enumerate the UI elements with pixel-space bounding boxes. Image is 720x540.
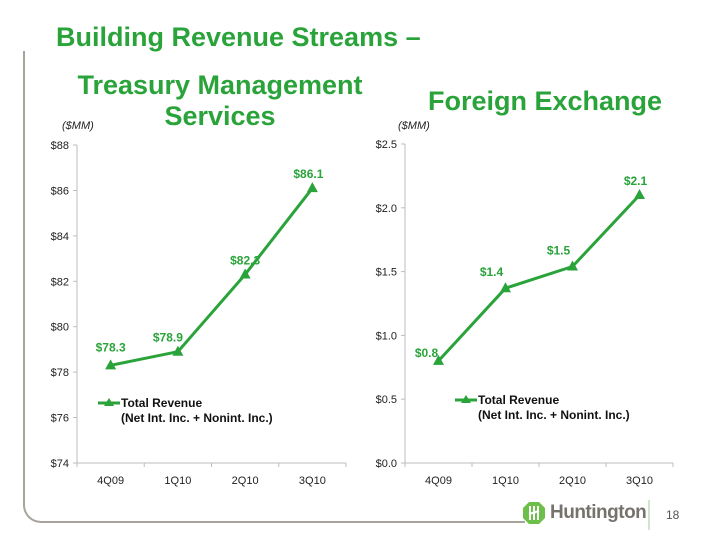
treasury-y-tick-label: $74 [51, 458, 69, 470]
slide-title: Building Revenue Streams – [56, 22, 421, 52]
fx-x-tick-label: 4Q09 [425, 475, 452, 487]
treasury-y-tick-label: $88 [51, 140, 69, 152]
brand-name: Huntington [550, 502, 647, 523]
fx-legend-sublabel: (Net Int. Inc. + Nonint. Inc.) [478, 408, 630, 422]
treasury-legend-marker [104, 398, 114, 406]
treasury-legend-label: Total Revenue [121, 396, 202, 410]
slide-frame [23, 51, 525, 523]
treasury-x-tick-label: 3Q10 [299, 475, 326, 487]
fx-data-label: $2.1 [624, 174, 648, 188]
fx-data-label: $1.4 [480, 265, 504, 279]
fx-y-tick-label: $1.0 [376, 330, 397, 342]
treasury-y-tick-label: $78 [51, 367, 69, 379]
fx-series-line [437, 194, 641, 362]
huntington-logo-icon [523, 502, 545, 524]
treasury-data-label: $78.9 [153, 331, 183, 345]
fx-data-point [500, 282, 511, 293]
treasury-data-point [239, 268, 251, 279]
fx-data-point [567, 260, 578, 271]
fx-y-tick-label: $2.5 [376, 139, 397, 151]
fx-y-tick-label: $2.0 [376, 203, 397, 215]
fx-y-tick-label: $0.0 [376, 458, 397, 470]
huntington-logo: Huntington [523, 502, 647, 524]
fx-x-tick-label: 1Q10 [492, 475, 519, 487]
chart-title-fx: Foreign Exchange [428, 86, 663, 116]
fx-data-point [433, 354, 444, 365]
treasury-x-tick-label: 1Q10 [164, 475, 191, 487]
fx-legend-marker [461, 395, 471, 403]
fx-data-label: $1.5 [547, 243, 571, 257]
treasury-y-tick-label: $86 [51, 185, 69, 197]
chart-title-treasury: Treasury Management Services [77, 70, 363, 131]
treasury-data-label: $82.3 [230, 253, 260, 267]
unit-label-fx: ($MM) [398, 120, 430, 132]
footer-divider [648, 500, 650, 530]
fx-x-tick-label: 3Q10 [626, 475, 653, 487]
treasury-y-tick-label: $84 [51, 231, 69, 243]
fx-x-tick-label: 2Q10 [559, 475, 586, 487]
fx-y-tick-label: $1.5 [376, 267, 397, 279]
treasury-data-label: $86.1 [293, 167, 323, 181]
treasury-y-tick-label: $80 [51, 322, 69, 334]
treasury-y-tick-label: $76 [51, 413, 69, 425]
treasury-series-line [110, 187, 314, 367]
treasury-legend-sublabel: (Net Int. Inc. + Nonint. Inc.) [121, 411, 273, 425]
treasury-x-tick-label: 2Q10 [232, 475, 259, 487]
fx-y-tick-label: $0.5 [376, 394, 397, 406]
page-number: 18 [666, 508, 680, 522]
treasury-x-tick-label: 4Q09 [97, 475, 124, 487]
treasury-data-label: $78.3 [96, 340, 126, 354]
unit-label-treasury: ($MM) [62, 120, 94, 132]
treasury-y-tick-label: $82 [51, 276, 69, 288]
treasury-data-point [306, 182, 318, 193]
treasury-data-point [172, 345, 184, 356]
treasury-data-point [105, 359, 117, 370]
fx-legend-label: Total Revenue [478, 393, 559, 407]
fx-data-label: $0.8 [415, 346, 439, 360]
fx-data-point [634, 189, 645, 200]
